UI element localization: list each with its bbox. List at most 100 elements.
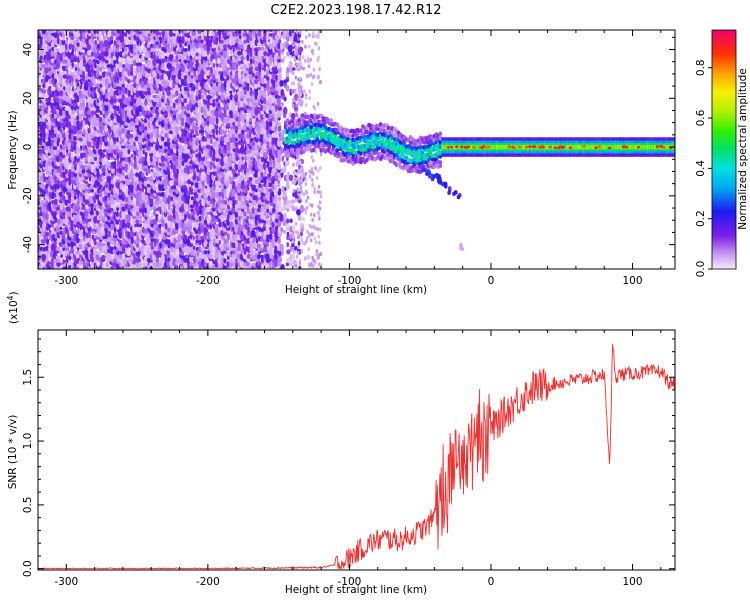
spectrogram-cell xyxy=(237,46,242,51)
spectrogram-cell xyxy=(98,245,103,253)
spectrogram-cell xyxy=(231,214,236,220)
spectrogram-cell xyxy=(209,30,213,33)
spectrogram-cell xyxy=(254,60,259,64)
spectrogram-cell xyxy=(240,70,244,76)
spectrogram-cell xyxy=(186,160,191,167)
spectrogram-cell xyxy=(96,65,100,73)
spectrogram-cell xyxy=(59,53,63,62)
spectrogram-cell xyxy=(64,117,70,123)
spectrogram-cell xyxy=(133,155,137,162)
spectrogram-cell xyxy=(73,116,78,121)
spectrogram-cell xyxy=(58,166,64,174)
spectrogram-cell xyxy=(55,246,61,252)
spectrogram-cell xyxy=(67,65,73,71)
spectrogram-cell xyxy=(53,126,58,131)
spectrogram-cell xyxy=(101,254,106,260)
spectrogram-cell xyxy=(78,266,83,269)
spectrogram-cell xyxy=(41,88,47,94)
spectrogram-cell xyxy=(59,258,64,263)
spectrogram-cell xyxy=(189,231,193,235)
spectrogram-cell xyxy=(67,86,72,92)
spectrogram-cell xyxy=(85,261,89,268)
spectrogram-cell xyxy=(218,121,222,128)
spectrogram-cell xyxy=(50,86,55,92)
spectrogram-cell xyxy=(183,48,188,52)
spectrogram-cell xyxy=(73,113,77,118)
spectrogram-cell xyxy=(56,53,60,63)
spectrogram-cell xyxy=(107,161,112,166)
spectrogram-cell xyxy=(160,203,165,208)
spectrogram-cell xyxy=(169,214,174,222)
spectrogram-cell xyxy=(96,113,99,118)
spectrogram-cell xyxy=(62,58,67,65)
spectrogram-cell xyxy=(86,54,92,58)
figure-title: C2E2.2023.198.17.42.R12 xyxy=(270,3,441,18)
spectrogram-cell xyxy=(42,172,46,178)
spectrogram-cell xyxy=(56,133,61,138)
spectrogram-cell xyxy=(53,69,57,75)
spectrogram-cell xyxy=(257,46,262,51)
spectrogram-cell xyxy=(70,152,74,158)
spectrogram-cell xyxy=(223,211,227,216)
spectrogram-cell xyxy=(260,222,264,229)
spectrogram-cell xyxy=(64,162,70,170)
spectrogram-cell xyxy=(121,132,126,139)
spectrogram-cell xyxy=(41,253,47,261)
spectrogram-cell xyxy=(192,245,196,251)
spectrogram-cell xyxy=(61,39,66,46)
spectrogram-cell xyxy=(190,114,194,118)
spectrogram-cell xyxy=(67,164,73,169)
spectrogram-cell xyxy=(53,174,57,182)
spectrogram-cell xyxy=(48,71,53,77)
spectrogram-cell xyxy=(102,116,107,125)
spectrogram-cell xyxy=(226,122,231,127)
spectrogram-cell xyxy=(240,89,244,97)
spectrogram-cell xyxy=(78,61,84,70)
spectrogram-cell xyxy=(62,93,66,101)
spectrogram-cell xyxy=(100,242,106,247)
spectrogram-cell xyxy=(138,261,142,268)
spectrogram-cell xyxy=(71,83,75,87)
spectrogram-cell xyxy=(90,156,96,163)
spectrogram-cell xyxy=(220,172,226,177)
spectrogram-cell xyxy=(107,132,112,139)
spectrogram-cell xyxy=(153,98,157,103)
spectrogram-cell xyxy=(65,64,69,73)
spectrogram-cell xyxy=(116,257,119,265)
spectrogram-cell xyxy=(211,102,216,107)
spectrogram-cell xyxy=(263,195,266,201)
spectrogram-cell xyxy=(62,121,66,126)
spectrogram-cell xyxy=(164,246,167,252)
spectrogram-cell xyxy=(118,239,123,244)
spectrogram-cell xyxy=(95,210,100,216)
spectrogram-cell xyxy=(172,152,176,158)
spectrogram-cell xyxy=(138,241,142,248)
spectrogram-cell xyxy=(65,195,69,200)
spectrogram-cell xyxy=(177,54,182,59)
spectrogram-cell xyxy=(217,30,222,33)
spectrogram-cell xyxy=(164,43,168,50)
spectrogram-cell xyxy=(186,113,191,118)
spectrogram-cell xyxy=(73,195,77,200)
spectrogram-cell xyxy=(44,145,49,151)
spectrogram-cell xyxy=(39,69,44,77)
spectrogram-cell xyxy=(87,30,92,34)
spectrogram-cell xyxy=(53,113,57,119)
spectrogram-cell xyxy=(87,110,92,115)
spectrogram-cell xyxy=(73,190,77,197)
spectrogram-cell xyxy=(260,184,264,189)
spectrogram-cell xyxy=(87,188,91,194)
spectrogram-cell xyxy=(212,148,216,154)
spectrogram-cell xyxy=(108,252,112,261)
spectrogram-cell xyxy=(183,184,187,189)
spectrogram-cell xyxy=(63,86,66,91)
spectrogram-cell xyxy=(101,30,106,34)
spectrogram-cell xyxy=(95,251,100,256)
spectrogram-cell xyxy=(224,134,227,138)
spectrogram-cell xyxy=(45,131,49,140)
spectrogram-cell xyxy=(55,255,61,259)
spectrogram-cell xyxy=(155,152,160,158)
spectrogram-cell xyxy=(101,125,106,130)
spectrogram-cell xyxy=(105,71,109,76)
spectrogram-cell xyxy=(82,73,86,82)
